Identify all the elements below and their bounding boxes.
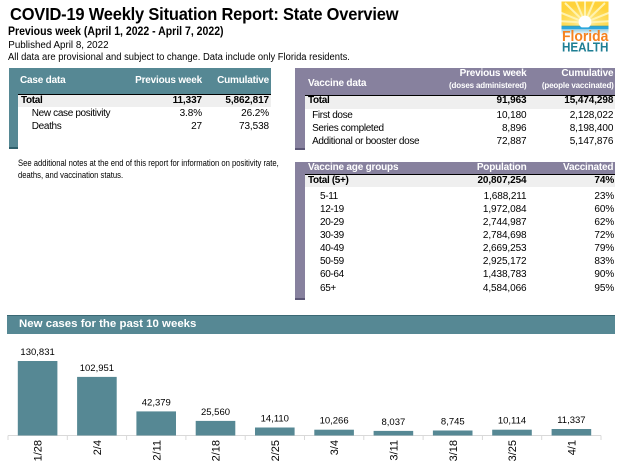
svg-text:3/18: 3/18 bbox=[448, 440, 460, 461]
svg-text:25,560: 25,560 bbox=[201, 407, 230, 418]
svg-text:102,951: 102,951 bbox=[80, 363, 114, 374]
svg-text:Florida: Florida bbox=[562, 29, 609, 45]
svg-text:14,110: 14,110 bbox=[261, 414, 289, 425]
svg-text:HEALTH: HEALTH bbox=[562, 39, 609, 53]
svg-text:1/28: 1/28 bbox=[33, 440, 45, 461]
svg-text:11,337: 11,337 bbox=[557, 415, 585, 426]
svg-text:3/11: 3/11 bbox=[388, 440, 400, 461]
svg-text:3/4: 3/4 bbox=[329, 440, 341, 455]
svg-text:4/1: 4/1 bbox=[566, 440, 578, 455]
svg-text:2/25: 2/25 bbox=[270, 440, 282, 461]
svg-text:42,379: 42,379 bbox=[142, 397, 171, 408]
svg-text:8,745: 8,745 bbox=[441, 417, 465, 428]
svg-text:10,266: 10,266 bbox=[320, 416, 349, 427]
svg-text:10,114: 10,114 bbox=[498, 416, 526, 427]
svg-text:3/25: 3/25 bbox=[507, 440, 519, 461]
svg-text:2/4: 2/4 bbox=[92, 440, 104, 455]
svg-text:2/11: 2/11 bbox=[151, 440, 163, 461]
svg-text:2/18: 2/18 bbox=[211, 440, 223, 461]
svg-text:130,831: 130,831 bbox=[20, 347, 54, 358]
svg-text:8,037: 8,037 bbox=[382, 417, 406, 428]
